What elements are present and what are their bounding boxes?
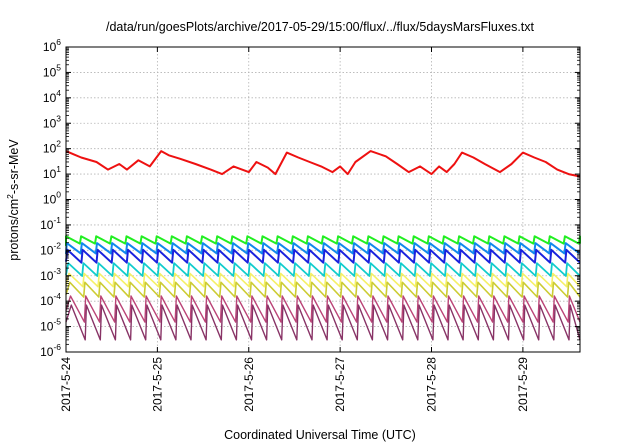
series-line-7	[65, 281, 581, 298]
x-axis-label: Coordinated Universal Time (UTC)	[224, 428, 416, 442]
x-tick-label: 2017-5-28	[425, 357, 439, 412]
y-tick-label: 105	[43, 62, 61, 79]
y-tick-label: 10-6	[40, 342, 61, 359]
series-line-2	[65, 235, 581, 246]
y-tick-label: 102	[43, 139, 61, 156]
y-tick-label: 10-2	[40, 240, 61, 257]
series-group	[65, 150, 581, 341]
y-tick-label: 10-5	[40, 317, 61, 334]
series-line-1	[65, 150, 581, 178]
grid	[66, 47, 580, 352]
chart-title: /data/run/goesPlots/archive/2017-05-29/1…	[105, 20, 534, 34]
series-line-8	[65, 295, 581, 323]
ticks	[65, 46, 580, 353]
x-tick-label: 2017-5-25	[150, 357, 164, 412]
series-line-5	[65, 262, 581, 277]
series-line-6	[65, 272, 581, 288]
y-tick-labels: 10-6 10-5 10-4 10-3 10-2 10-1 100 101 102 103 104 1…	[40, 37, 61, 359]
x-tick-labels: 2017-5-24 2017-5-25 2017-5-26 2017-5-27 2017…	[59, 357, 530, 412]
y-tick-label: 101	[43, 164, 61, 181]
y-tick-label: 10-4	[40, 291, 61, 308]
y-tick-label: 106	[43, 37, 61, 54]
x-tick-label: 2017-5-24	[59, 357, 73, 412]
x-tick-label: 2017-5-26	[242, 357, 256, 412]
series-line-4	[65, 248, 581, 264]
y-tick-label: 100	[43, 190, 61, 207]
x-tick-label: 2017-5-29	[516, 357, 530, 412]
y-tick-label: 104	[43, 88, 61, 105]
x-tick-label: 2017-5-27	[333, 357, 347, 412]
series-line-9	[65, 304, 581, 341]
y-tick-label: 10-1	[40, 215, 61, 232]
y-tick-label: 103	[43, 113, 61, 130]
series-line-3	[65, 242, 581, 255]
y-tick-label: 10-3	[40, 266, 61, 283]
